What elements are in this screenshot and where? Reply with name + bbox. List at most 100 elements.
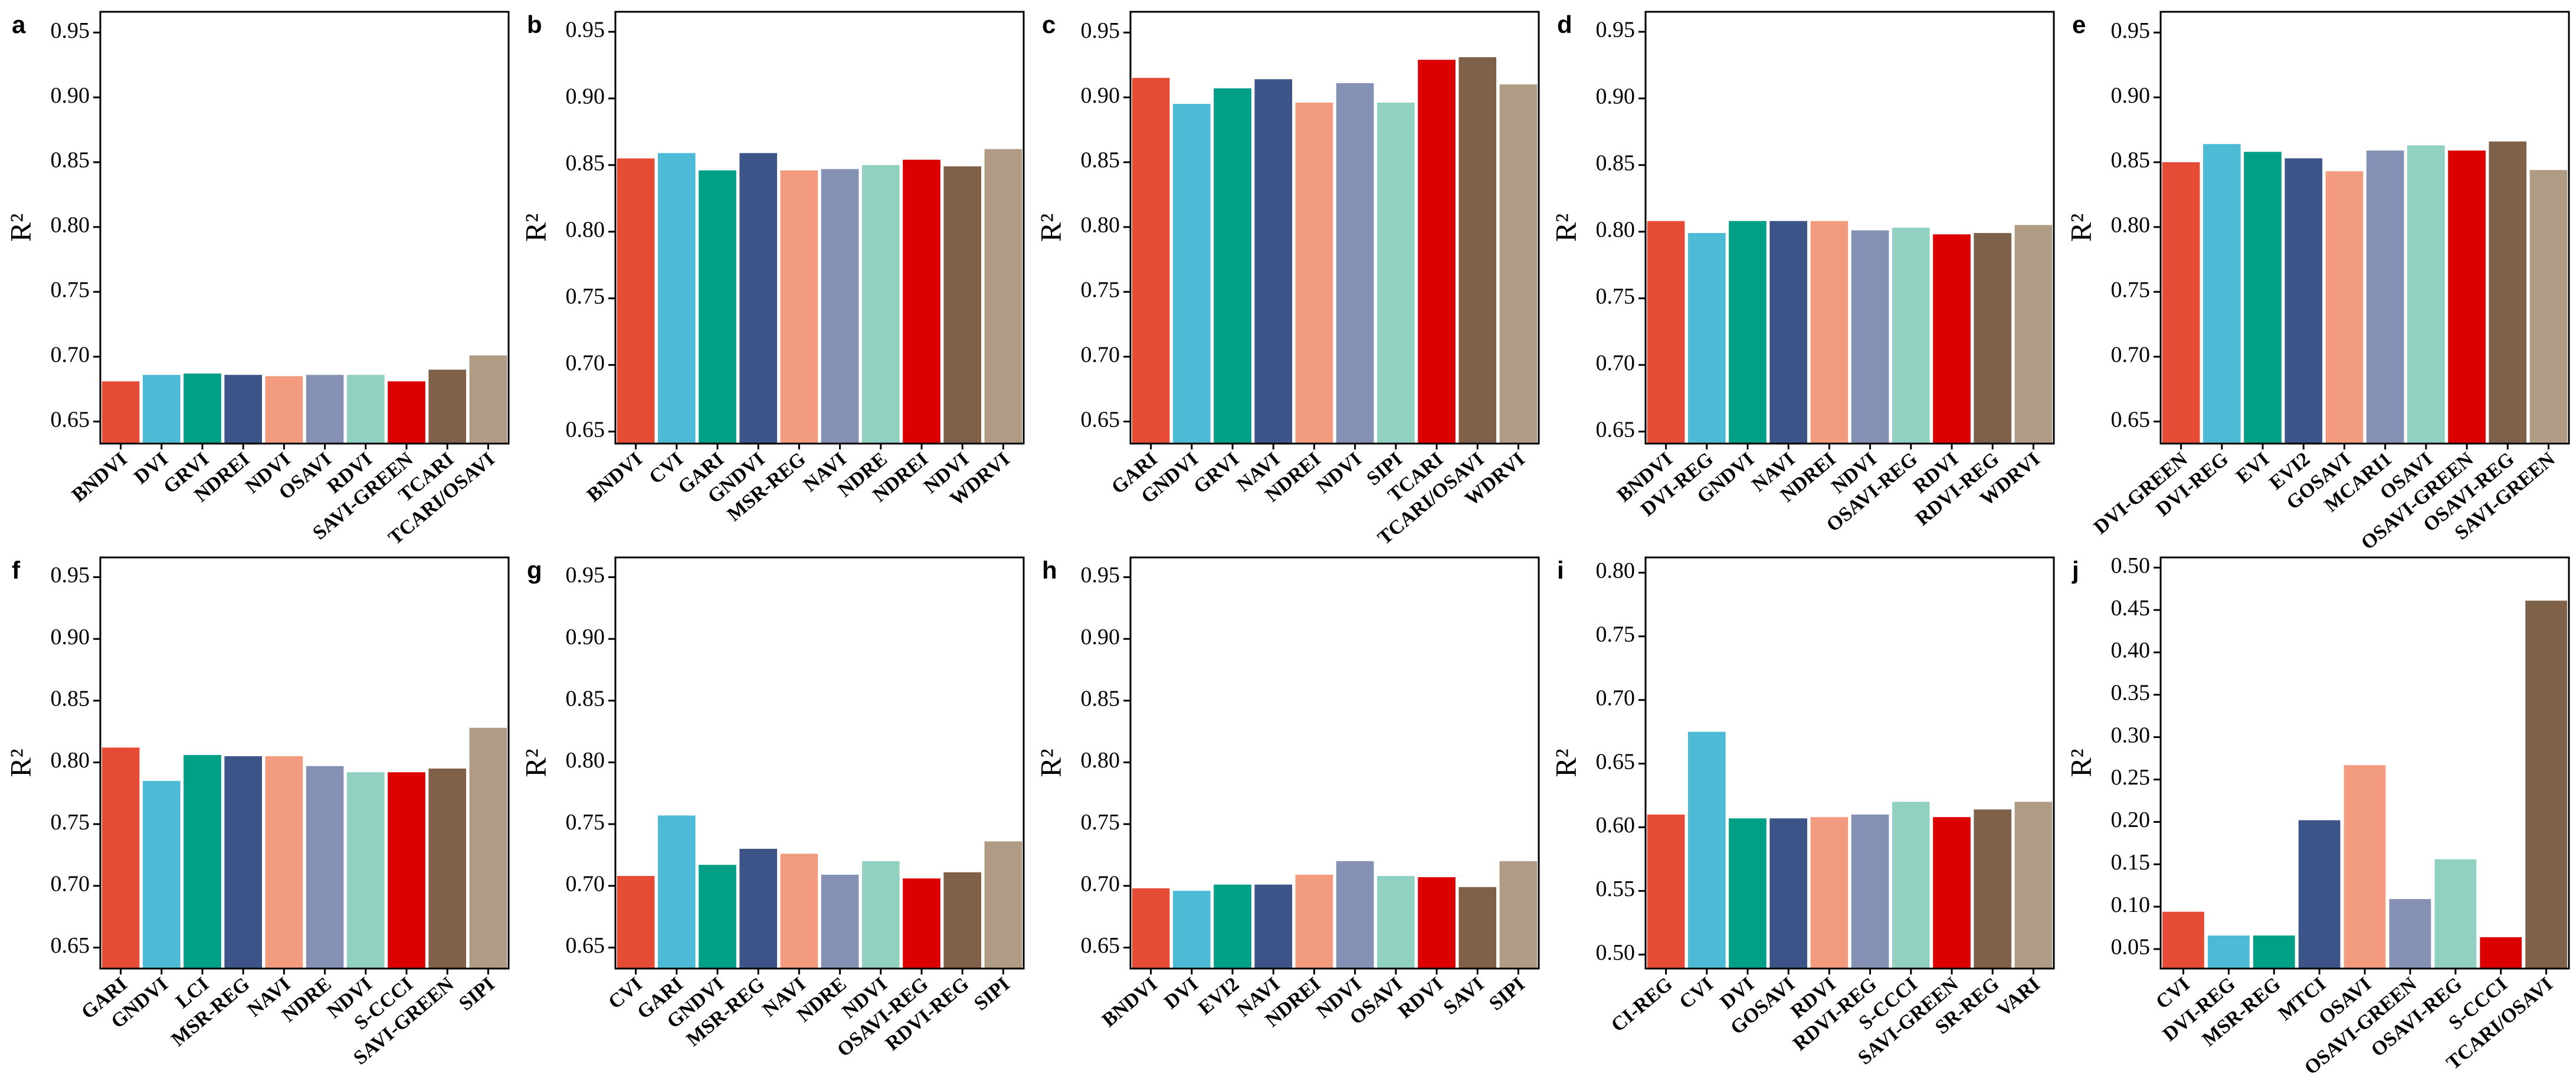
bar [1647, 221, 1685, 444]
y-tick-label: 0.90 [51, 625, 90, 649]
bar [2253, 935, 2295, 969]
y-tick-label: 0.90 [566, 625, 605, 649]
bar [1377, 876, 1415, 969]
bar [2525, 600, 2567, 969]
panel-label: h [1042, 556, 1057, 584]
x-tick-label: MSR-REG [168, 973, 254, 1051]
bar [1687, 233, 1726, 444]
bar [183, 754, 221, 969]
y-axis-label: R² [1034, 214, 1067, 242]
bar [1851, 814, 1889, 969]
plot-frame [99, 556, 510, 970]
y-tick-label: 0.95 [1081, 563, 1120, 588]
y-axis-label: R² [1549, 214, 1582, 242]
bar [224, 756, 263, 969]
y-tick-label: 0.90 [2111, 83, 2151, 108]
bar [469, 727, 507, 969]
bar [101, 747, 140, 969]
y-tick-label: 0.50 [2111, 553, 2151, 578]
bar [1295, 102, 1333, 444]
y-tick-label: 0.15 [2111, 850, 2151, 875]
y-tick-label: 0.80 [566, 748, 605, 773]
bar [1687, 731, 1726, 969]
y-tick-label: 0.95 [51, 563, 90, 588]
bar [1459, 57, 1497, 444]
bar [1418, 60, 1456, 444]
y-tick-label: 0.85 [51, 687, 90, 711]
plot-frame [614, 11, 1025, 445]
bar [183, 373, 221, 444]
y-tick-label: 0.65 [2111, 407, 2151, 432]
bar [306, 766, 344, 969]
bar [1132, 888, 1170, 969]
bar [984, 841, 1022, 969]
y-tick-label: 0.25 [2111, 765, 2151, 790]
bar [821, 169, 859, 444]
y-tick-label: 0.65 [1596, 749, 1636, 774]
bar [2207, 935, 2250, 969]
bar [1974, 233, 2012, 444]
bar [1459, 887, 1497, 969]
x-tick-label: BNDVI [583, 448, 647, 507]
bar [101, 381, 140, 444]
y-tick-label: 0.70 [51, 871, 90, 896]
y-tick-label: 0.65 [1596, 417, 1636, 442]
bar [1810, 817, 1849, 969]
bar [2407, 145, 2445, 444]
y-tick-label: 0.90 [566, 84, 605, 109]
bar [1418, 877, 1456, 969]
y-tick-label: 0.80 [2111, 213, 2151, 238]
y-tick-label: 0.95 [1596, 18, 1636, 42]
bar [2203, 144, 2241, 444]
y-tick-label: 0.75 [1596, 284, 1636, 309]
panel-label: j [2072, 556, 2079, 584]
y-tick-label: 0.60 [1596, 813, 1636, 838]
bar [1172, 104, 1211, 444]
x-tick-label: SIPI [455, 973, 499, 1015]
bar [2344, 765, 2386, 969]
bar [142, 375, 181, 444]
plot-frame [1644, 556, 2055, 970]
x-tick-label: EVI [2232, 448, 2273, 488]
y-tick-label: 0.95 [1081, 18, 1120, 43]
x-tick-label: CVI [1675, 973, 1718, 1013]
bar [903, 878, 940, 969]
bar [657, 153, 696, 444]
plot-frame [1644, 11, 2055, 445]
y-tick-label: 0.75 [566, 284, 605, 309]
bar [1729, 818, 1767, 969]
y-tick-label: 0.80 [51, 748, 90, 773]
bar [428, 369, 467, 444]
y-tick-label: 0.85 [1081, 148, 1120, 173]
y-tick-label: 0.75 [1081, 278, 1120, 303]
plot-frame [99, 11, 510, 445]
bar [1295, 874, 1333, 969]
bar [699, 170, 736, 444]
y-tick-label: 0.70 [1081, 342, 1120, 367]
bar [388, 772, 425, 969]
plot-frame [1129, 556, 1540, 970]
x-tick-label: NDVI [1312, 448, 1365, 498]
y-tick-label: 0.85 [566, 151, 605, 176]
y-axis-label: R² [2064, 749, 2097, 777]
y-tick-label: 0.90 [1081, 625, 1120, 649]
bar [224, 375, 263, 444]
y-tick-label: 0.65 [1081, 407, 1120, 432]
bar [821, 874, 859, 969]
y-tick-label: 0.70 [1596, 685, 1636, 710]
y-tick-label: 0.85 [1081, 687, 1120, 711]
bar [265, 376, 303, 444]
x-tick-label: SIPI [970, 973, 1014, 1015]
y-tick-label: 0.10 [2111, 892, 2151, 917]
bar [1377, 102, 1415, 444]
x-tick-label: DVI [1160, 973, 1202, 1013]
y-tick-label: 0.75 [51, 278, 90, 303]
bar [2325, 171, 2364, 444]
y-axis-label: R² [2064, 214, 2097, 242]
y-tick-label: 0.75 [51, 810, 90, 835]
y-tick-label: 0.75 [1596, 622, 1636, 647]
y-tick-label: 0.75 [1081, 810, 1120, 835]
y-axis-label: R² [519, 214, 552, 242]
y-axis-label: R² [519, 749, 552, 777]
y-tick-label: 0.85 [51, 148, 90, 173]
